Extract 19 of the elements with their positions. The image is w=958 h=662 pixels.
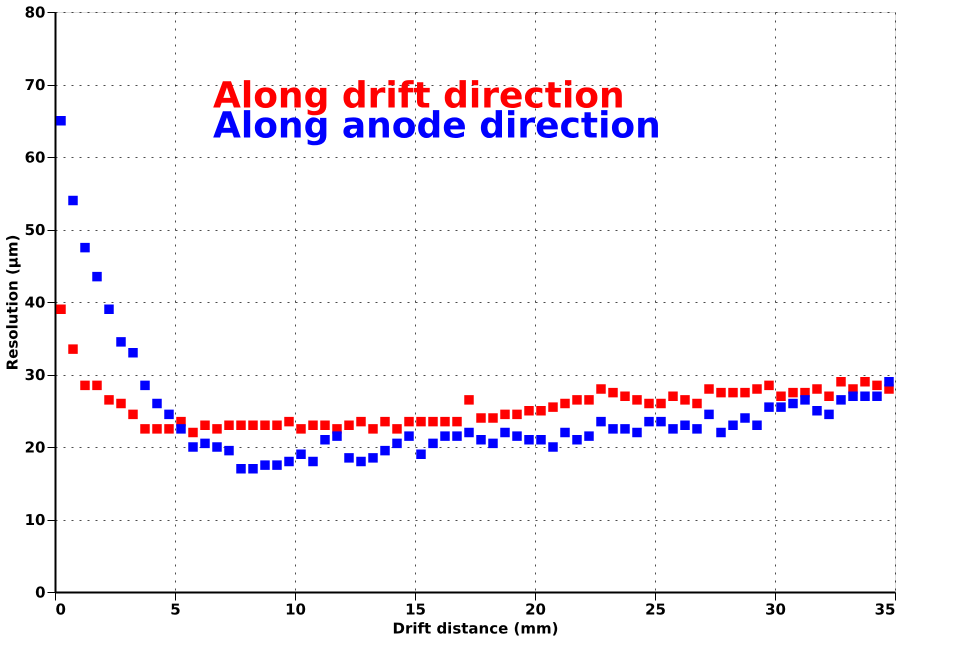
y-tick-label: 10 [24, 511, 46, 529]
x-tick-label: 5 [170, 600, 181, 618]
y-tick-label: 80 [24, 4, 46, 22]
y-tick-label: 30 [24, 366, 46, 384]
x-axis-title: Drift distance (mm) [392, 620, 558, 638]
y-tick-label: 70 [24, 76, 46, 94]
y-tick-label: 20 [24, 438, 46, 456]
x-tick-label: 25 [645, 600, 666, 618]
x-tick-label: 35 [874, 600, 896, 618]
x-tick-label: 20 [525, 600, 546, 618]
x-tick-label: 10 [285, 600, 306, 618]
y-tick-label: 50 [24, 221, 46, 239]
x-tick-label: 30 [765, 600, 786, 618]
y-tick-label: 0 [35, 584, 46, 602]
x-tick-label: 0 [56, 600, 66, 618]
y-tick-label: 60 [24, 148, 46, 166]
y-tick-label: 40 [24, 294, 46, 312]
x-tick-label: 15 [405, 600, 426, 618]
y-axis-title: Resolution (μm) [4, 234, 22, 370]
